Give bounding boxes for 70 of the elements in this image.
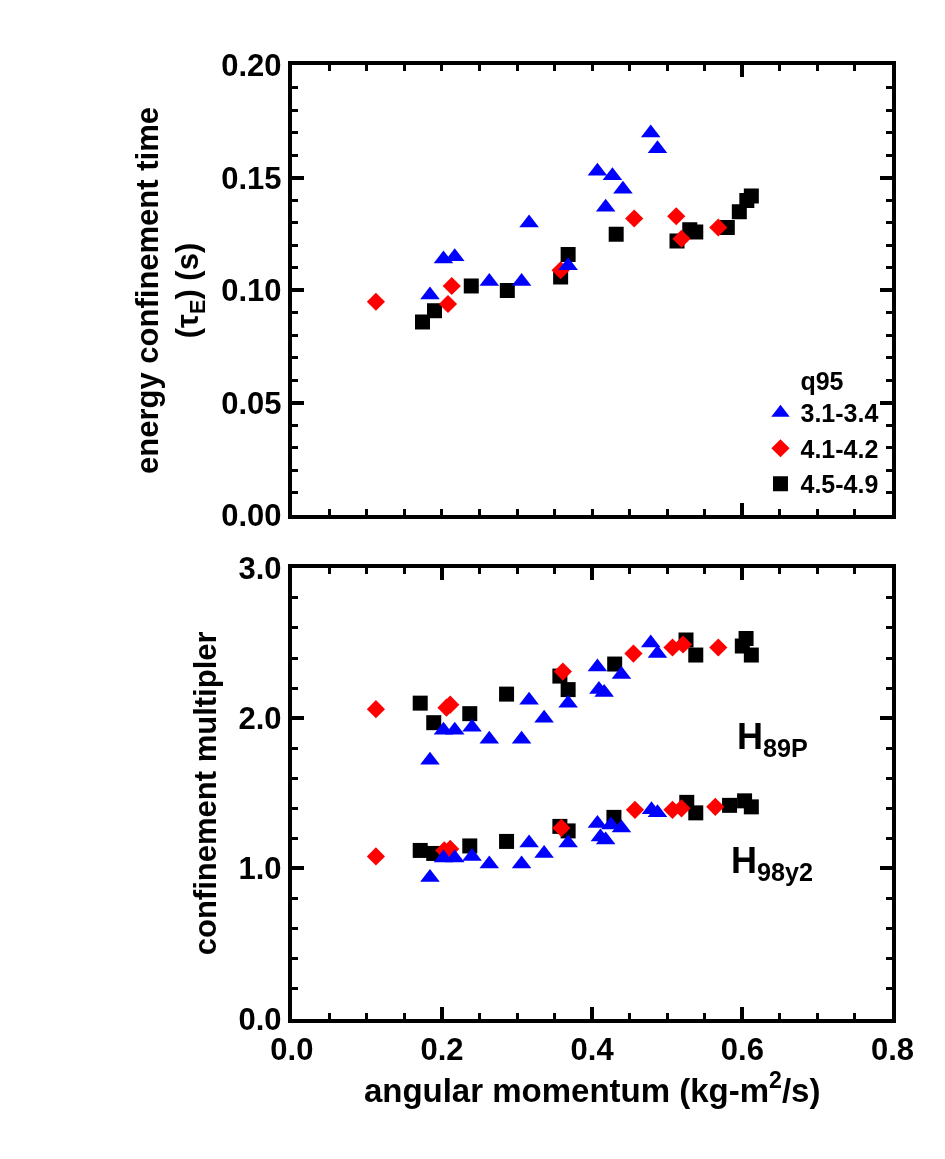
y-tick-label: 0.15 xyxy=(221,160,282,196)
point xyxy=(624,644,643,663)
point xyxy=(709,638,728,657)
point xyxy=(366,292,386,311)
point xyxy=(462,838,478,854)
point xyxy=(463,278,479,294)
point xyxy=(412,695,428,711)
point xyxy=(743,647,759,663)
point xyxy=(743,799,759,815)
point xyxy=(558,694,578,708)
point xyxy=(499,686,515,702)
point xyxy=(558,834,578,848)
point xyxy=(722,797,738,813)
point xyxy=(688,805,704,821)
point xyxy=(519,214,539,228)
point xyxy=(366,847,386,866)
legend-label: 4.1-4.2 xyxy=(800,434,879,463)
point xyxy=(706,797,725,816)
point xyxy=(534,844,554,858)
point xyxy=(519,834,539,848)
point xyxy=(743,188,759,204)
point xyxy=(442,276,461,296)
point xyxy=(499,282,515,298)
point xyxy=(414,314,430,330)
point xyxy=(738,631,754,646)
y-tick-label: 3.0 xyxy=(238,550,282,586)
point xyxy=(462,847,482,861)
point xyxy=(499,833,515,849)
point xyxy=(420,286,440,300)
point xyxy=(560,246,576,262)
legend-label: 4.5-4.9 xyxy=(800,470,879,499)
point xyxy=(534,709,554,723)
x-tick-label: 0.6 xyxy=(720,1032,764,1068)
point xyxy=(426,715,442,731)
x-tick-label: 0.8 xyxy=(870,1032,915,1068)
y-tick-label: 0.05 xyxy=(221,385,282,421)
y-axis-title: confinement multipler xyxy=(187,631,223,956)
point xyxy=(667,207,686,226)
point xyxy=(519,691,539,705)
y-tick-label: 1.0 xyxy=(238,851,282,887)
point xyxy=(607,656,623,672)
point xyxy=(688,647,704,663)
legend-title: q95 xyxy=(800,366,844,395)
point xyxy=(625,800,645,819)
point xyxy=(437,698,456,717)
annotation: H$_{98y2}$ xyxy=(731,840,814,886)
point xyxy=(672,229,691,248)
y-tick-label: 2.0 xyxy=(238,701,282,737)
point xyxy=(553,662,572,681)
point xyxy=(462,718,482,732)
point xyxy=(613,180,633,194)
point xyxy=(709,218,728,237)
point xyxy=(625,209,644,228)
point xyxy=(560,682,576,698)
point xyxy=(420,751,440,765)
point xyxy=(438,294,458,314)
point xyxy=(688,224,704,240)
y-tick-label: 0.00 xyxy=(221,498,282,534)
point xyxy=(608,226,624,242)
y-tick-label: 0.20 xyxy=(221,48,282,84)
x-axis-title: angular momentum (kg-m$^{2}$/s) xyxy=(363,1067,821,1109)
point xyxy=(462,706,478,722)
point xyxy=(366,700,386,719)
legend-label: 3.1-3.4 xyxy=(800,399,879,428)
x-tick-label: 0.2 xyxy=(420,1032,464,1068)
point xyxy=(673,635,693,654)
x-tick-label: 0.4 xyxy=(570,1032,615,1068)
annotation: H$_{89P}$ xyxy=(737,716,808,762)
point xyxy=(426,303,442,319)
y-tick-label: 0.10 xyxy=(221,273,282,309)
